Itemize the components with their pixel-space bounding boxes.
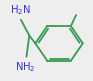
Text: H$_2$N: H$_2$N <box>10 3 30 17</box>
Text: NH$_2$: NH$_2$ <box>15 61 36 74</box>
